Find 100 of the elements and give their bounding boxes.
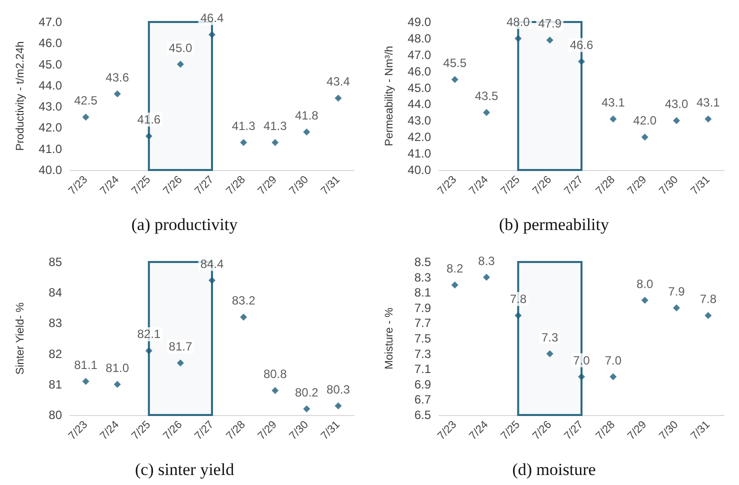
y-tick-label: 41.0	[408, 146, 432, 161]
x-tick-label: 7/26	[530, 174, 554, 198]
data-label: 46.4	[200, 11, 224, 26]
point	[82, 378, 90, 385]
data-label: 43.1	[696, 96, 720, 110]
x-tick-label: 7/24	[467, 174, 491, 198]
data-label: 82.1	[137, 327, 161, 342]
x-tick-label: 7/29	[625, 418, 650, 442]
point	[176, 60, 184, 68]
y-tick-label: 45.0	[408, 80, 432, 95]
point	[272, 139, 279, 146]
y-tick-label: 8.3	[414, 270, 432, 284]
point	[114, 90, 121, 98]
x-tick-label: 7/31	[318, 174, 342, 198]
point	[578, 373, 585, 380]
data-label: 48.0	[506, 14, 530, 29]
y-tick-label: 8.1	[414, 286, 432, 300]
point	[114, 380, 121, 388]
data-label: 43.0	[664, 97, 688, 112]
data-label: 45.0	[168, 40, 192, 55]
point	[641, 296, 648, 304]
point	[673, 304, 680, 312]
y-tick-label: 82	[48, 346, 62, 361]
x-tick-label: 7/31	[688, 174, 712, 198]
point	[514, 34, 522, 42]
data-label: 41.6	[137, 112, 161, 127]
x-tick-label: 7/30	[287, 174, 311, 198]
x-tick-label: 7/30	[287, 418, 311, 442]
point	[240, 139, 248, 146]
point	[704, 312, 712, 320]
data-label: 8.3	[478, 254, 496, 268]
data-label: 46.6	[570, 38, 594, 52]
y-tick-label: 42.0	[38, 120, 62, 135]
x-tick-label: 7/30	[657, 174, 681, 198]
x-tick-label: 7/28	[594, 174, 618, 198]
point	[483, 274, 490, 281]
point	[208, 276, 216, 284]
text: (b) permeability	[499, 215, 610, 234]
y-tick-label: 80	[48, 408, 62, 422]
data-label: 42.5	[74, 94, 98, 108]
x-tick-label: 7/26	[530, 418, 554, 442]
y-tick-label: 7.3	[414, 346, 432, 361]
y-tick-label: 7.1	[414, 362, 432, 376]
x-tick-label: 7/23	[66, 418, 90, 442]
x-tick-label: 7/29	[256, 418, 280, 442]
x-tick-label: 7/25	[130, 174, 154, 198]
x-tick-label: 7/26	[161, 174, 185, 198]
point	[303, 405, 310, 412]
x-tick-label: 7/25	[130, 418, 154, 442]
point	[82, 114, 90, 121]
point	[145, 132, 152, 140]
y-tick-label: 45.0	[38, 57, 62, 72]
point	[483, 108, 490, 116]
data-label: 81.1	[74, 358, 98, 372]
x-tick-label: 7/31	[318, 418, 342, 442]
point	[514, 312, 522, 320]
data-label: 80.3	[326, 382, 350, 396]
point	[610, 116, 617, 123]
data-label: 43.5	[474, 88, 498, 103]
y-tick-label: 7.5	[414, 332, 432, 346]
y-tick-label: 48.0	[408, 31, 432, 46]
data-label: 7.3	[541, 330, 558, 344]
point	[208, 31, 216, 38]
y-axis-title: Permeability - Nm³/h	[384, 46, 396, 146]
data-label: 43.4	[326, 74, 350, 89]
point	[240, 314, 248, 321]
point	[451, 281, 458, 288]
y-tick-label: 47.0	[38, 15, 62, 29]
y-tick-label: 49.0	[408, 15, 432, 29]
data-label: 80.8	[263, 367, 288, 382]
data-label: 83.2	[232, 294, 256, 308]
y-tick-label: 83	[48, 316, 62, 330]
x-tick-label: 7/28	[594, 418, 618, 442]
y-tick-label: 46.0	[38, 36, 62, 50]
data-label: 41.3	[232, 119, 256, 134]
y-tick-label: 40.0	[408, 163, 432, 177]
data-label: 81.7	[168, 339, 192, 354]
data-label: 8.0	[636, 276, 654, 291]
x-tick-label: 7/24	[98, 174, 122, 198]
data-label: 7.0	[604, 353, 622, 368]
y-tick-label: 6.9	[414, 377, 432, 392]
data-label: 7.8	[700, 292, 717, 306]
data-label: 41.8	[294, 108, 319, 122]
y-tick-label: 47.0	[408, 48, 432, 62]
y-tick-label: 84	[48, 286, 62, 300]
point	[546, 350, 554, 358]
y-tick-label: 46.0	[408, 64, 432, 78]
y-tick-label: 44.0	[38, 78, 62, 92]
x-tick-label: 7/29	[625, 174, 650, 198]
point	[176, 359, 184, 366]
point	[334, 94, 342, 102]
x-tick-label: 7/23	[66, 174, 90, 198]
point	[641, 134, 648, 141]
y-tick-label: 42.0	[408, 130, 432, 144]
data-label: 80.2	[294, 385, 319, 400]
y-tick-label: 43.0	[408, 114, 432, 128]
y-tick-label: 85	[48, 255, 62, 269]
x-tick-label: 7/24	[98, 418, 122, 442]
point	[546, 36, 554, 44]
data-label: 42.0	[633, 114, 657, 128]
